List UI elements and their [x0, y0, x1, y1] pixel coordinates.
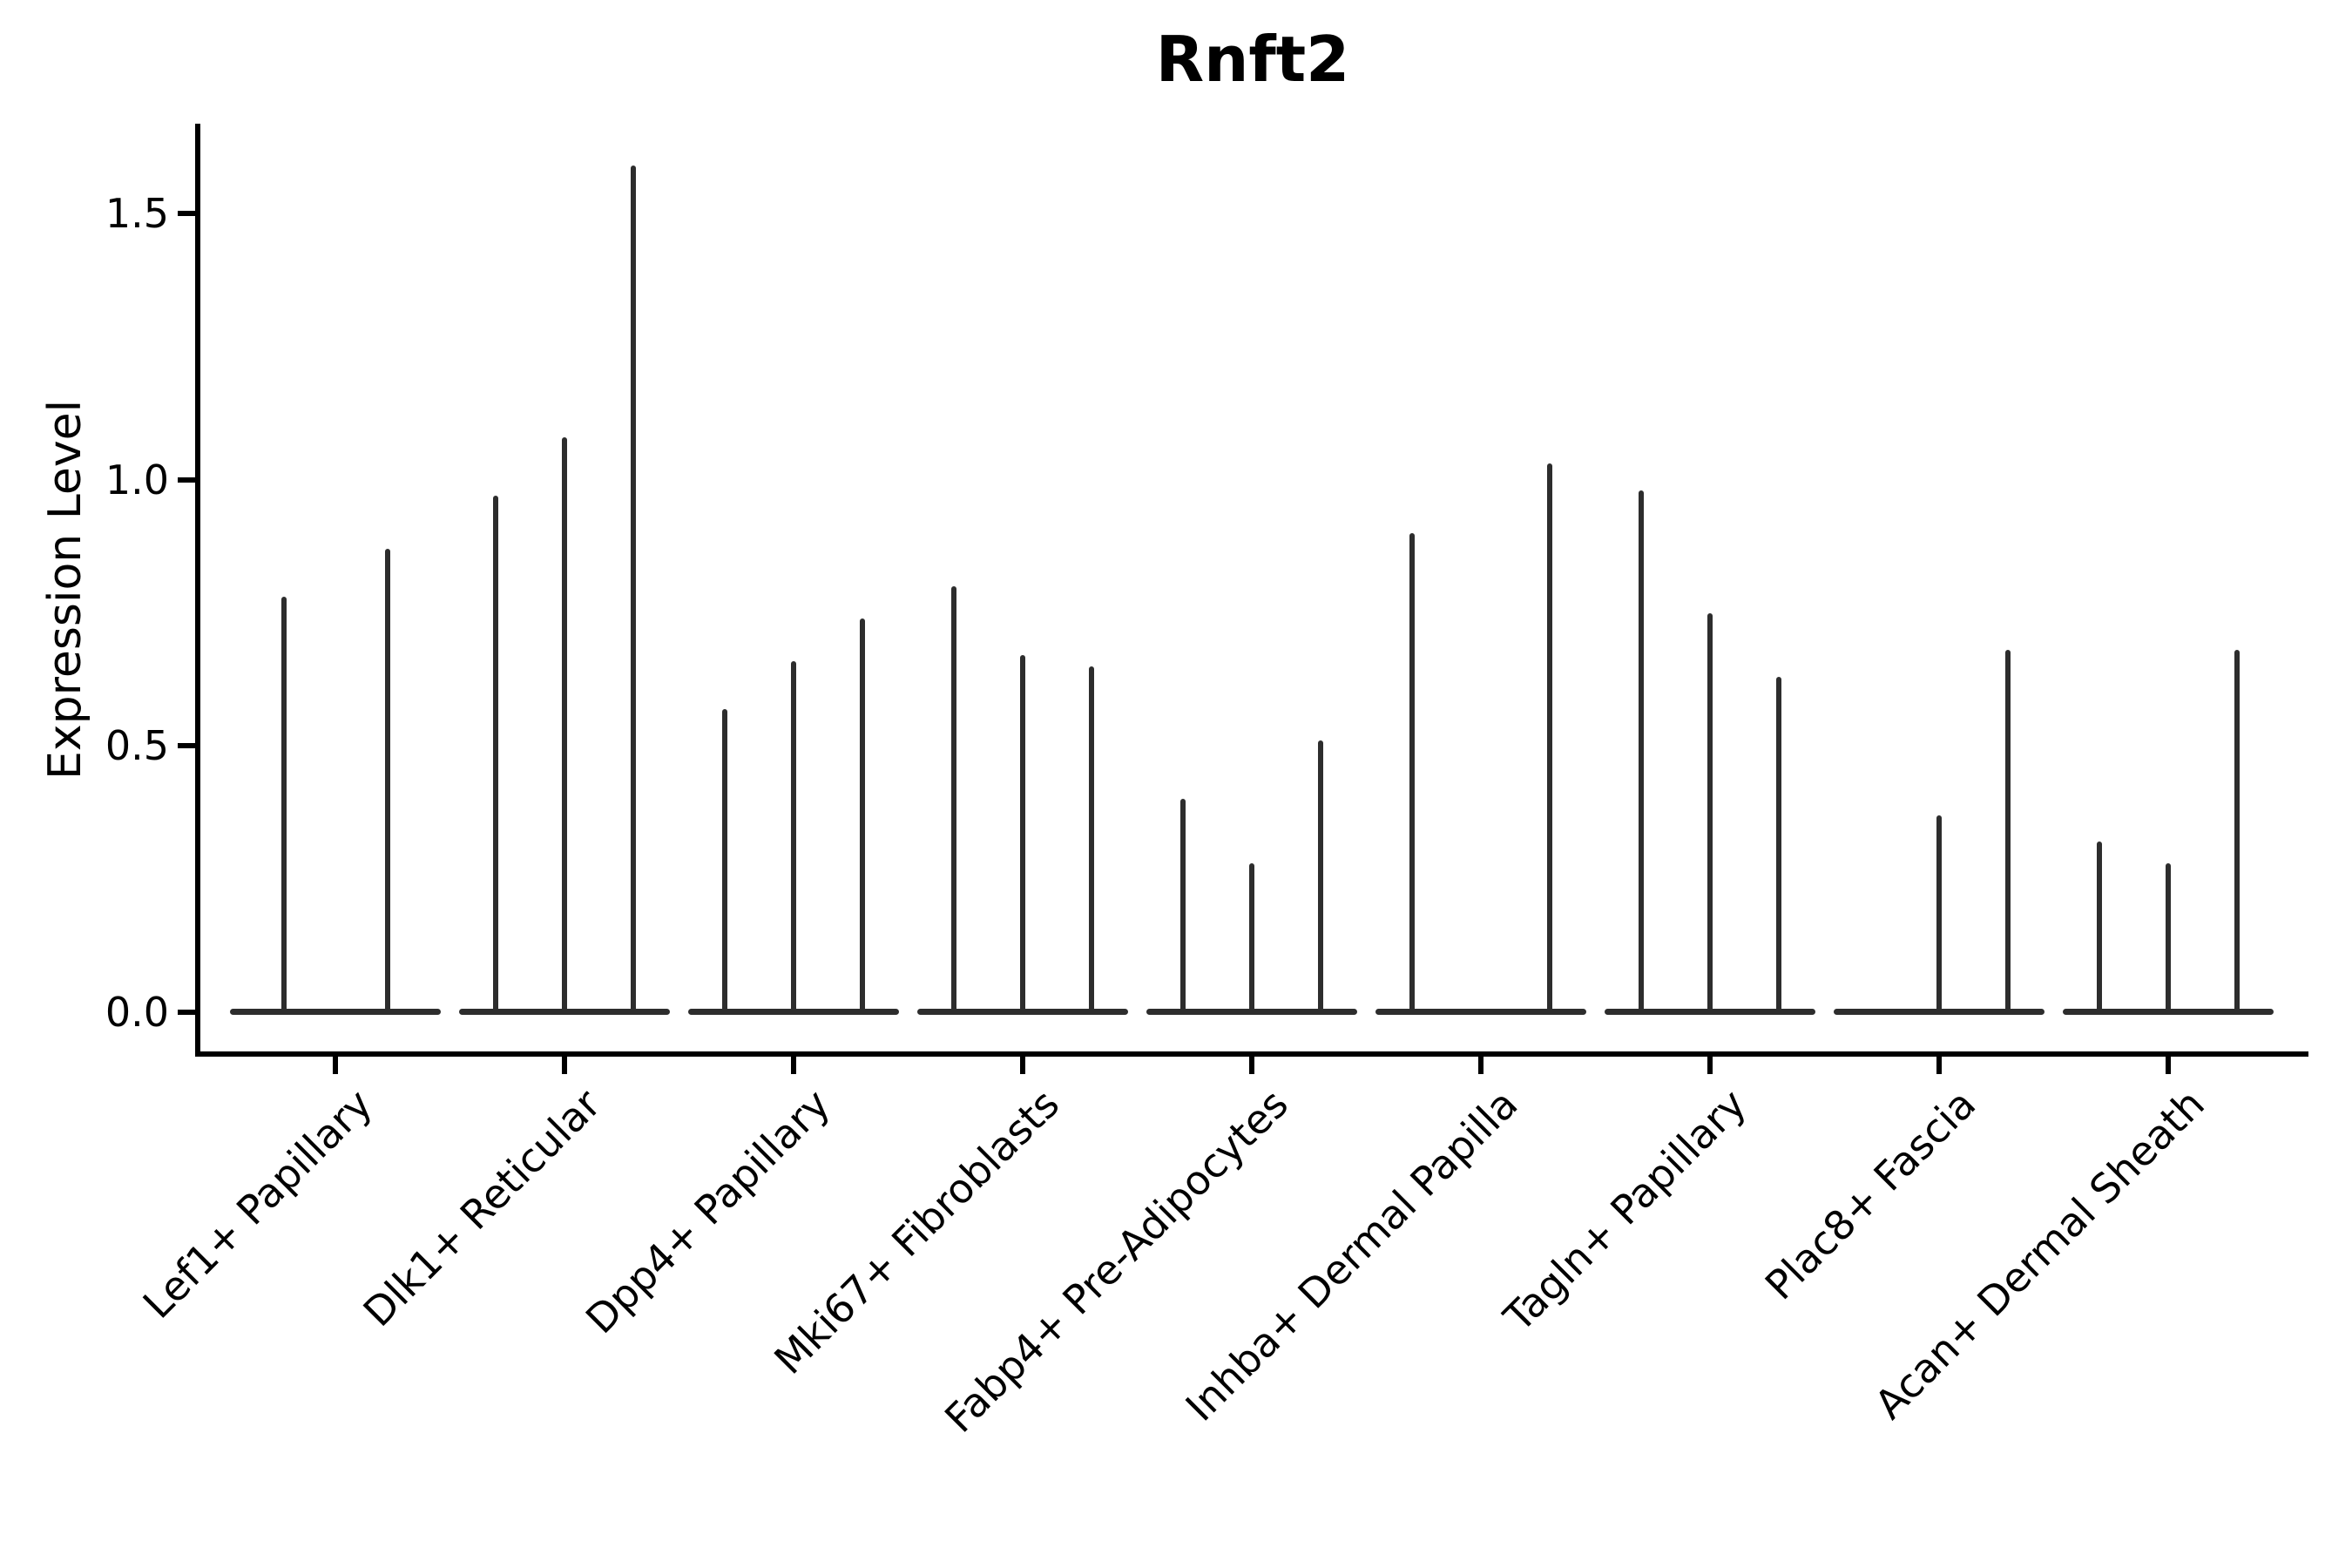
y-axis-spine: [195, 124, 200, 1057]
x-category-label: Dlk1+ Reticular: [354, 1080, 611, 1336]
violin-spike: [631, 166, 637, 1015]
y-tick-mark: [178, 476, 196, 483]
violin-baseline: [1375, 1009, 1586, 1015]
violin-spike: [1547, 463, 1553, 1015]
violin-spike: [950, 585, 956, 1015]
violin-spike: [2234, 650, 2240, 1015]
y-tick-mark: [178, 743, 196, 749]
x-tick-mark: [1707, 1057, 1713, 1074]
x-category-label: Lef1+ Papillary: [133, 1080, 382, 1328]
violin-spike: [2096, 841, 2102, 1015]
x-axis-spine: [195, 1051, 2308, 1057]
x-category-label: Tagln+ Papillary: [1495, 1080, 1756, 1341]
violin-spike: [2005, 650, 2011, 1015]
violin-spike: [1089, 666, 1095, 1015]
x-tick-mark: [1478, 1057, 1484, 1074]
violin-spike: [721, 708, 727, 1015]
x-tick-mark: [562, 1057, 567, 1074]
violin-baseline: [230, 1009, 441, 1015]
violin-spike: [1179, 799, 1186, 1015]
violin-spike: [1936, 814, 1942, 1015]
violin-spike: [791, 660, 796, 1015]
y-tick-label: 0.5: [105, 722, 169, 770]
x-category-label: Dpp4+ Papillary: [576, 1080, 840, 1343]
violin-spike: [2166, 862, 2171, 1015]
y-tick-mark: [178, 211, 196, 217]
violin-spike: [860, 618, 866, 1015]
x-category-label: Plac8+ Fascia: [1755, 1080, 1985, 1309]
violin-spike: [1318, 740, 1324, 1015]
violin-spike: [1638, 490, 1644, 1015]
violin-spike: [1409, 532, 1415, 1015]
violin-spike: [384, 549, 390, 1015]
x-tick-mark: [791, 1057, 796, 1074]
x-tick-mark: [1936, 1057, 1942, 1074]
violin-spike: [562, 436, 567, 1015]
violin-spike: [280, 597, 287, 1015]
violin-spike: [1020, 655, 1025, 1015]
y-tick-label: 0.0: [105, 989, 169, 1036]
violin-spike: [1776, 676, 1782, 1015]
y-tick-mark: [178, 1010, 196, 1015]
x-tick-mark: [1249, 1057, 1254, 1074]
y-tick-label: 1.5: [105, 190, 169, 238]
x-tick-mark: [333, 1057, 338, 1074]
x-tick-mark: [1020, 1057, 1025, 1074]
violin-spike: [1249, 862, 1254, 1015]
y-tick-label: 1.0: [105, 456, 169, 504]
violin-spike: [1707, 612, 1713, 1015]
x-tick-mark: [2166, 1057, 2171, 1074]
chart-title: Rnft2: [1155, 23, 1350, 96]
violin-spike: [492, 496, 498, 1015]
